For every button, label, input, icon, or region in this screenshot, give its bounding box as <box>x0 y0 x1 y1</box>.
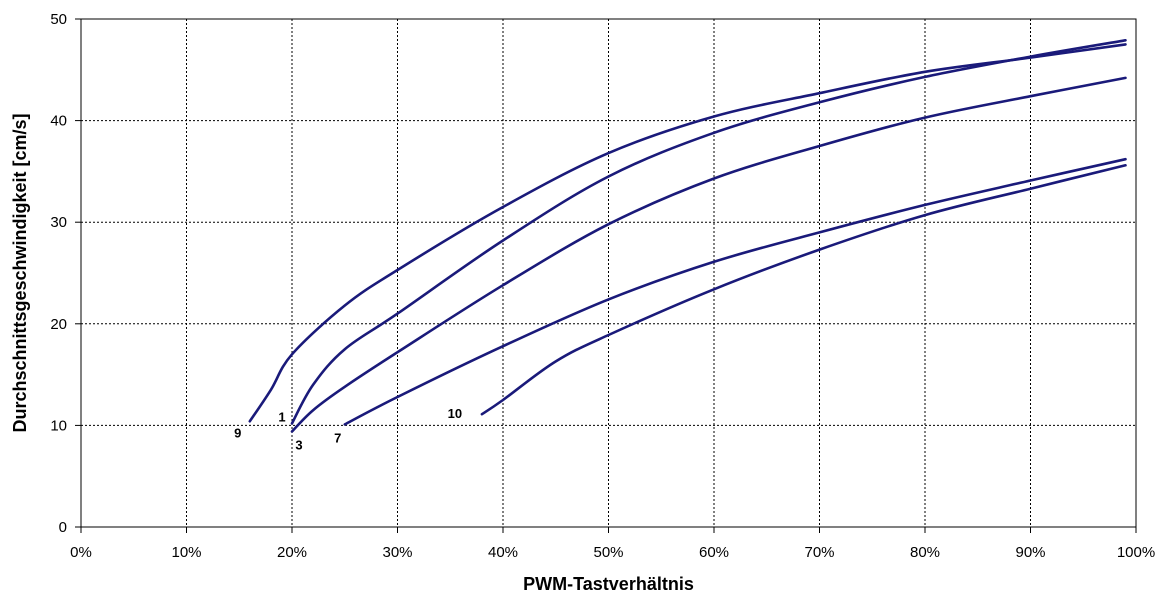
series-line-7 <box>343 157 1127 426</box>
series-label-3: 3 <box>295 437 302 452</box>
x-tick-label: 30% <box>382 544 412 561</box>
x-tick-label: 10% <box>171 544 201 561</box>
series-lines <box>248 39 1127 433</box>
series-labels: 9 13 7 10 <box>234 406 462 452</box>
series-line-10 <box>480 164 1127 416</box>
series-line-1 <box>290 39 1127 425</box>
x-tick-label: 90% <box>1015 544 1045 561</box>
y-tick-label: 20 <box>50 316 67 333</box>
x-tick-label: 0% <box>70 544 92 561</box>
axes <box>75 18 1137 533</box>
y-axis-title: Durchschnittsgeschwindigkeit [cm/s] <box>10 113 30 432</box>
x-tick-label: 60% <box>699 544 729 561</box>
y-tick-label: 10 <box>50 417 67 434</box>
y-tick-label: 50 <box>50 11 67 28</box>
x-tick-label: 70% <box>804 544 834 561</box>
tick-labels: 0% 10% 20% 30% 40% 50% 60% 70% 80% 90% 100% 0 10 20 30… <box>50 11 1155 561</box>
series-label-1: 1 <box>278 409 285 424</box>
y-tick-label: 0 <box>59 519 67 536</box>
grid <box>81 19 1136 527</box>
y-tick-label: 30 <box>50 214 67 231</box>
series-label-10: 10 <box>448 406 462 421</box>
x-tick-label: 100% <box>1117 544 1155 561</box>
series-line-9 <box>248 43 1127 423</box>
series-label-9: 9 <box>234 425 241 440</box>
x-tick-label: 50% <box>593 544 623 561</box>
x-tick-label: 80% <box>910 544 940 561</box>
x-tick-label: 20% <box>277 544 307 561</box>
x-axis-title: PWM-Tastverhältnis <box>523 574 694 594</box>
series-label-7: 7 <box>334 430 341 445</box>
y-tick-label: 40 <box>50 113 67 130</box>
series-line-3 <box>290 76 1127 433</box>
x-tick-label: 40% <box>488 544 518 561</box>
